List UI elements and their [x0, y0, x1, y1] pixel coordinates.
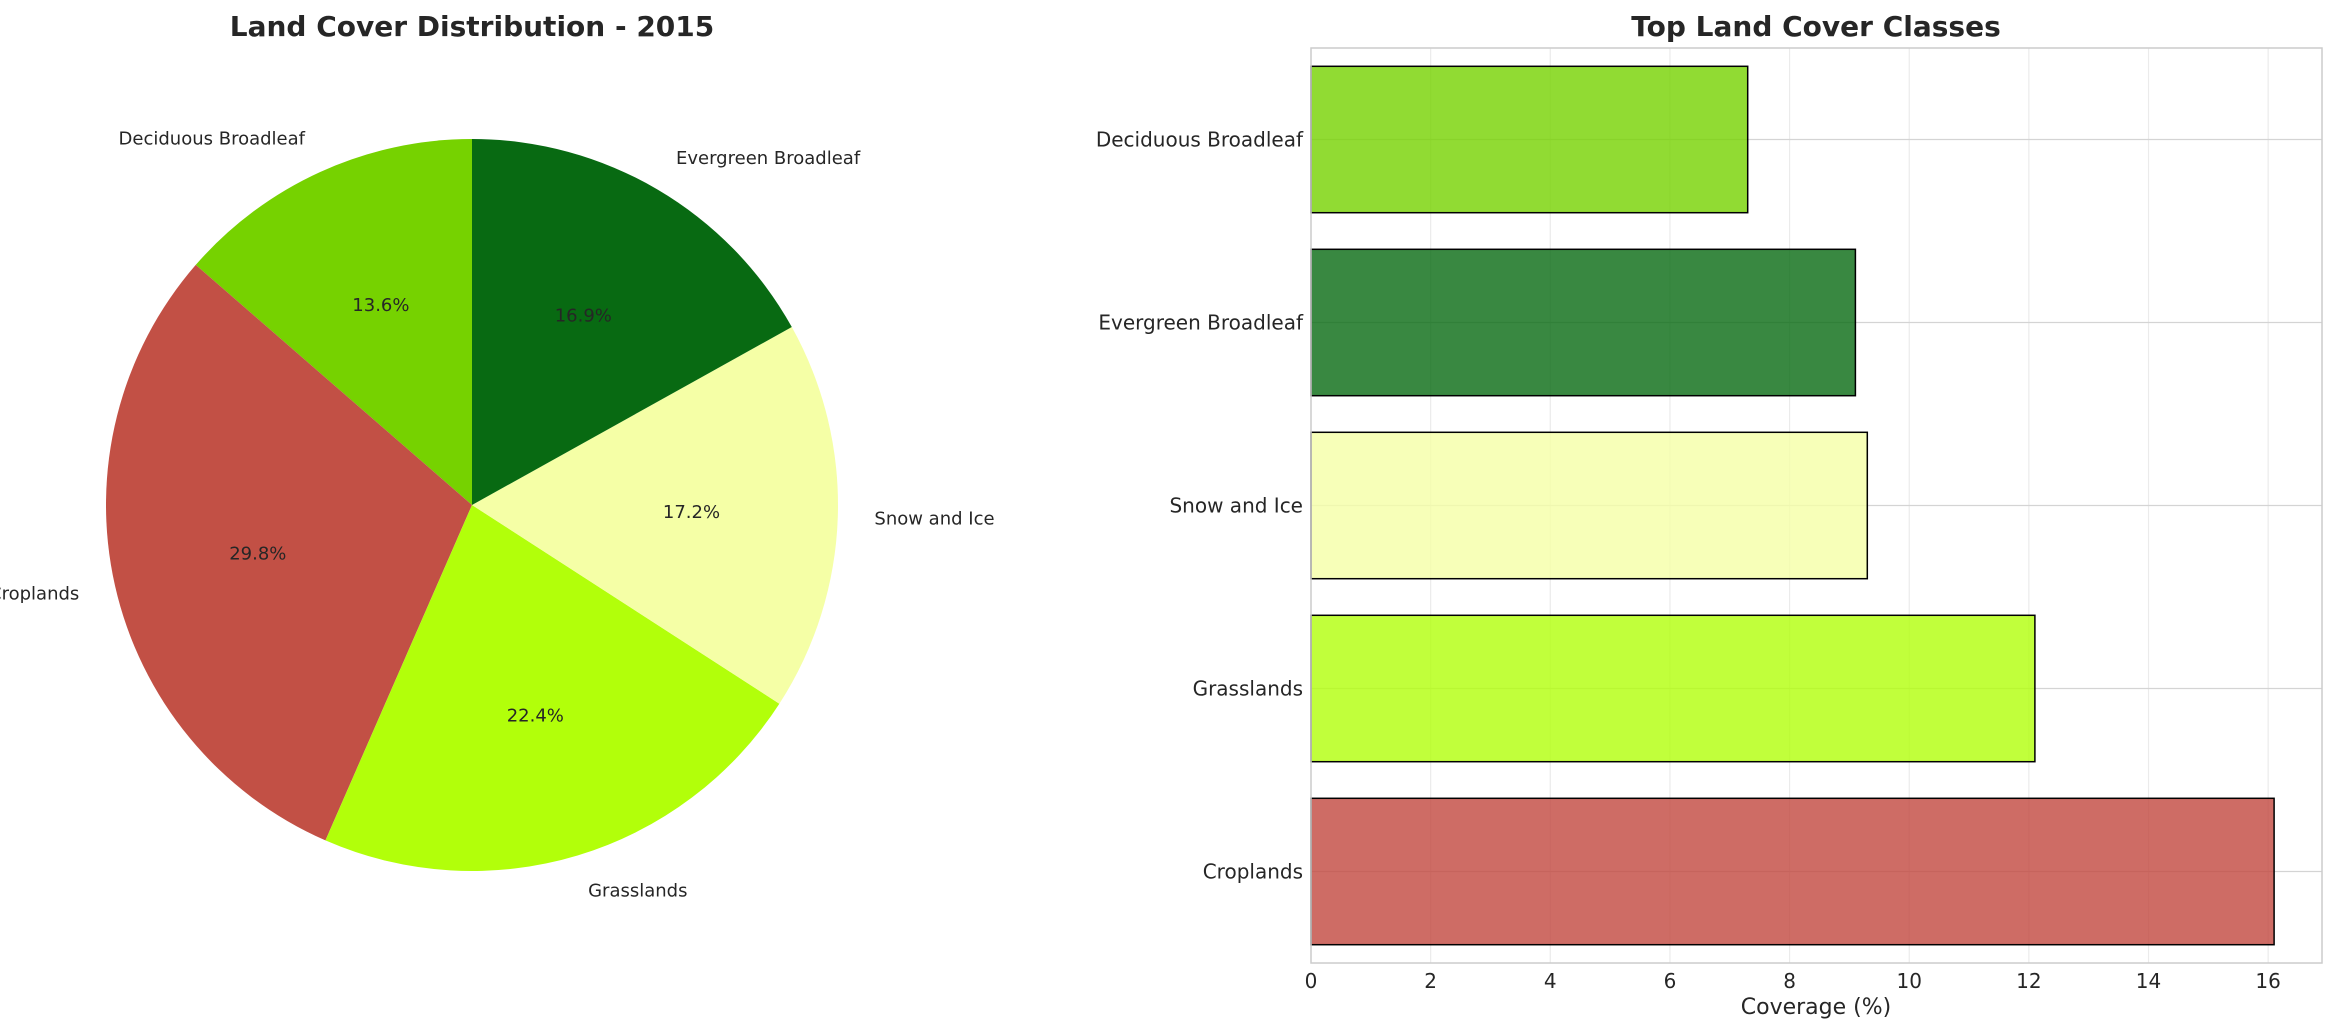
x-tick-label: 6 [1664, 969, 1677, 993]
y-tick-label-evergreen-broadleaf: Evergreen Broadleaf [1098, 311, 1304, 335]
x-tick-label: 14 [2136, 969, 2161, 993]
pie-label-croplands: Croplands [0, 584, 79, 605]
pie-slice-snow-and-ice [472, 327, 838, 704]
bar-snow-and-ice [1310, 431, 1869, 580]
bar-category-ticks: Croplands Grasslands Snow and Ice Evergreen… [1096, 128, 1304, 884]
y-tick-label-grasslands: Grasslands [1193, 677, 1303, 701]
x-tick-label: 8 [1783, 969, 1796, 993]
pie-slice-evergreen-broadleaf [472, 138, 792, 505]
x-axis-label: Coverage (%) [1741, 995, 1891, 1020]
pie-chart: Land Cover Distribution - 2015 13.6% 29.8… [0, 10, 995, 902]
pie-label-grasslands: Grasslands [588, 881, 687, 902]
x-tick-label: 16 [2255, 969, 2280, 993]
bar-x-ticks: 0 2 4 6 8 10 12 14 16 [1305, 969, 2281, 993]
pie-slice-grasslands [325, 505, 780, 872]
plot-frame [1310, 47, 2323, 964]
pie-percent-labels: 13.6% 29.8% 22.4% 17.2% 16.9% [229, 295, 720, 726]
pie-slice-croplands [106, 264, 472, 841]
bar-grasslands [1310, 614, 2036, 763]
y-tick-label-snow-and-ice: Snow and Ice [1169, 494, 1303, 518]
pie-percent-snow-and-ice: 17.2% [663, 502, 720, 523]
bar-chart-title: Top Land Cover Classes [1631, 10, 2000, 43]
x-tick-label: 2 [1424, 969, 1437, 993]
bar-deciduous-broadleaf [1310, 65, 1749, 214]
pie-category-labels: Deciduous Broadleaf Croplands Grasslands Sn… [0, 129, 995, 902]
pie-percent-deciduous-broadleaf: 13.6% [352, 295, 409, 316]
x-tick-label: 0 [1305, 969, 1318, 993]
pie-label-deciduous-broadleaf: Deciduous Broadleaf [119, 129, 306, 150]
x-tick-label: 12 [2016, 969, 2041, 993]
y-tick-label-croplands: Croplands [1203, 860, 1303, 884]
pie-slices [106, 138, 838, 872]
bar-evergreen-broadleaf [1310, 248, 1857, 397]
bar-croplands [1310, 797, 2275, 946]
x-tick-label: 10 [1896, 969, 1921, 993]
pie-label-snow-and-ice: Snow and Ice [874, 508, 994, 529]
pie-percent-grasslands: 22.4% [507, 705, 564, 726]
pie-slice-deciduous-broadleaf [195, 139, 473, 505]
pie-chart-title: Land Cover Distribution - 2015 [230, 10, 715, 43]
x-tick-label: 4 [1544, 969, 1557, 993]
pie-label-evergreen-broadleaf: Evergreen Broadleaf [676, 148, 861, 169]
pie-percent-croplands: 29.8% [229, 543, 286, 564]
y-tick-label-deciduous-broadleaf: Deciduous Broadleaf [1096, 128, 1304, 152]
bar-bars [1310, 65, 2275, 946]
pie-percent-evergreen-broadleaf: 16.9% [555, 306, 612, 327]
bar-chart: Top Land Cover Classes Croplands Grasslan… [1096, 10, 2323, 1020]
